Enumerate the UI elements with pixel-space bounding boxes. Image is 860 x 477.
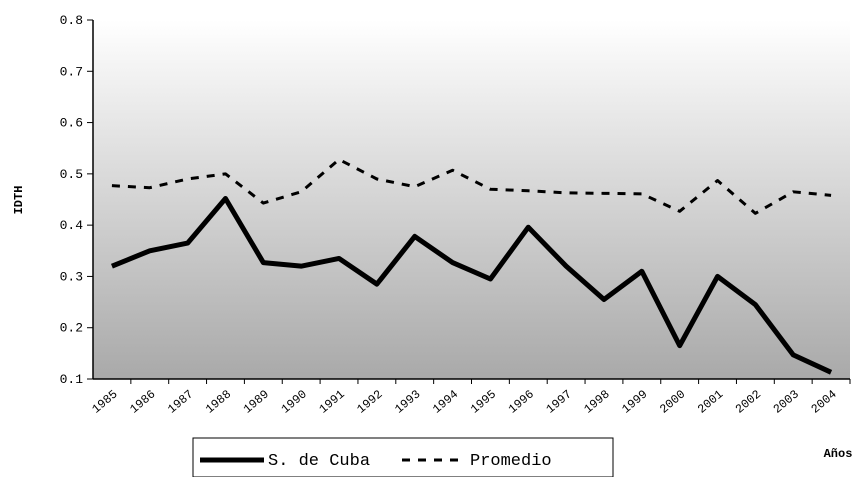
y-tick-label: 0.3 <box>60 269 83 284</box>
x-tick-label: 1997 <box>544 387 575 416</box>
x-tick-label: 1992 <box>354 387 385 416</box>
x-tick-label: 1995 <box>468 387 499 416</box>
x-tick-label: 2004 <box>809 387 840 416</box>
y-tick-label: 0.1 <box>60 372 84 387</box>
x-tick-label: 1986 <box>127 387 158 416</box>
x-tick-label: 2000 <box>657 387 688 416</box>
x-tick-label: 1991 <box>317 387 348 416</box>
legend-label: Promedio <box>470 452 552 471</box>
x-tick-label: 1993 <box>392 387 423 416</box>
x-tick-label: 2003 <box>771 387 802 416</box>
y-tick-label: 0.5 <box>60 167 83 182</box>
y-tick-label: 0.7 <box>60 64 83 79</box>
y-tick-label: 0.4 <box>60 218 84 233</box>
y-tick-label: 0.6 <box>60 116 83 131</box>
x-tick-label: 1996 <box>506 387 537 416</box>
x-tick-label: 1990 <box>279 387 310 416</box>
line-series <box>110 195 833 375</box>
y-axis-label: IDTH <box>12 186 26 215</box>
x-tick-label: 2002 <box>733 387 764 416</box>
x-axis-label: Años <box>824 447 853 461</box>
x-tick-label: 1999 <box>619 387 650 416</box>
plot-area <box>93 20 850 379</box>
y-tick-label: 0.8 <box>60 13 83 28</box>
y-tick-label: 0.2 <box>60 321 83 336</box>
x-tick-label: 2001 <box>695 387 726 416</box>
x-tick-label: 1989 <box>241 387 272 416</box>
x-tick-label: 1988 <box>203 387 234 416</box>
x-tick-label: 1985 <box>89 387 120 416</box>
x-tick-label: 1987 <box>165 387 196 416</box>
x-tick-label: 1994 <box>430 387 461 416</box>
legend-label: S. de Cuba <box>268 452 370 471</box>
x-tick-label: 1998 <box>581 387 612 416</box>
